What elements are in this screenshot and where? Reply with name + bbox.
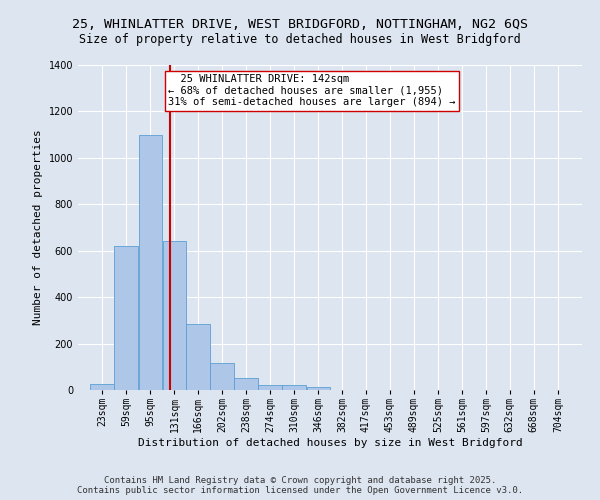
Bar: [283, 386, 306, 390]
Bar: [186, 324, 209, 390]
Bar: [259, 385, 282, 390]
Bar: [210, 364, 233, 390]
Y-axis label: Number of detached properties: Number of detached properties: [33, 130, 43, 326]
Text: Size of property relative to detached houses in West Bridgford: Size of property relative to detached ho…: [79, 32, 521, 46]
Text: 25, WHINLATTER DRIVE, WEST BRIDGFORD, NOTTINGHAM, NG2 6QS: 25, WHINLATTER DRIVE, WEST BRIDGFORD, NO…: [72, 18, 528, 30]
Bar: [115, 246, 138, 390]
Text: Contains HM Land Registry data © Crown copyright and database right 2025.
Contai: Contains HM Land Registry data © Crown c…: [77, 476, 523, 495]
Text: 25 WHINLATTER DRIVE: 142sqm
← 68% of detached houses are smaller (1,955)
31% of : 25 WHINLATTER DRIVE: 142sqm ← 68% of det…: [169, 74, 456, 108]
Bar: [163, 241, 186, 390]
Bar: [234, 378, 258, 390]
Bar: [139, 135, 162, 390]
X-axis label: Distribution of detached houses by size in West Bridgford: Distribution of detached houses by size …: [137, 438, 523, 448]
Bar: [91, 384, 114, 390]
Bar: [307, 387, 330, 390]
